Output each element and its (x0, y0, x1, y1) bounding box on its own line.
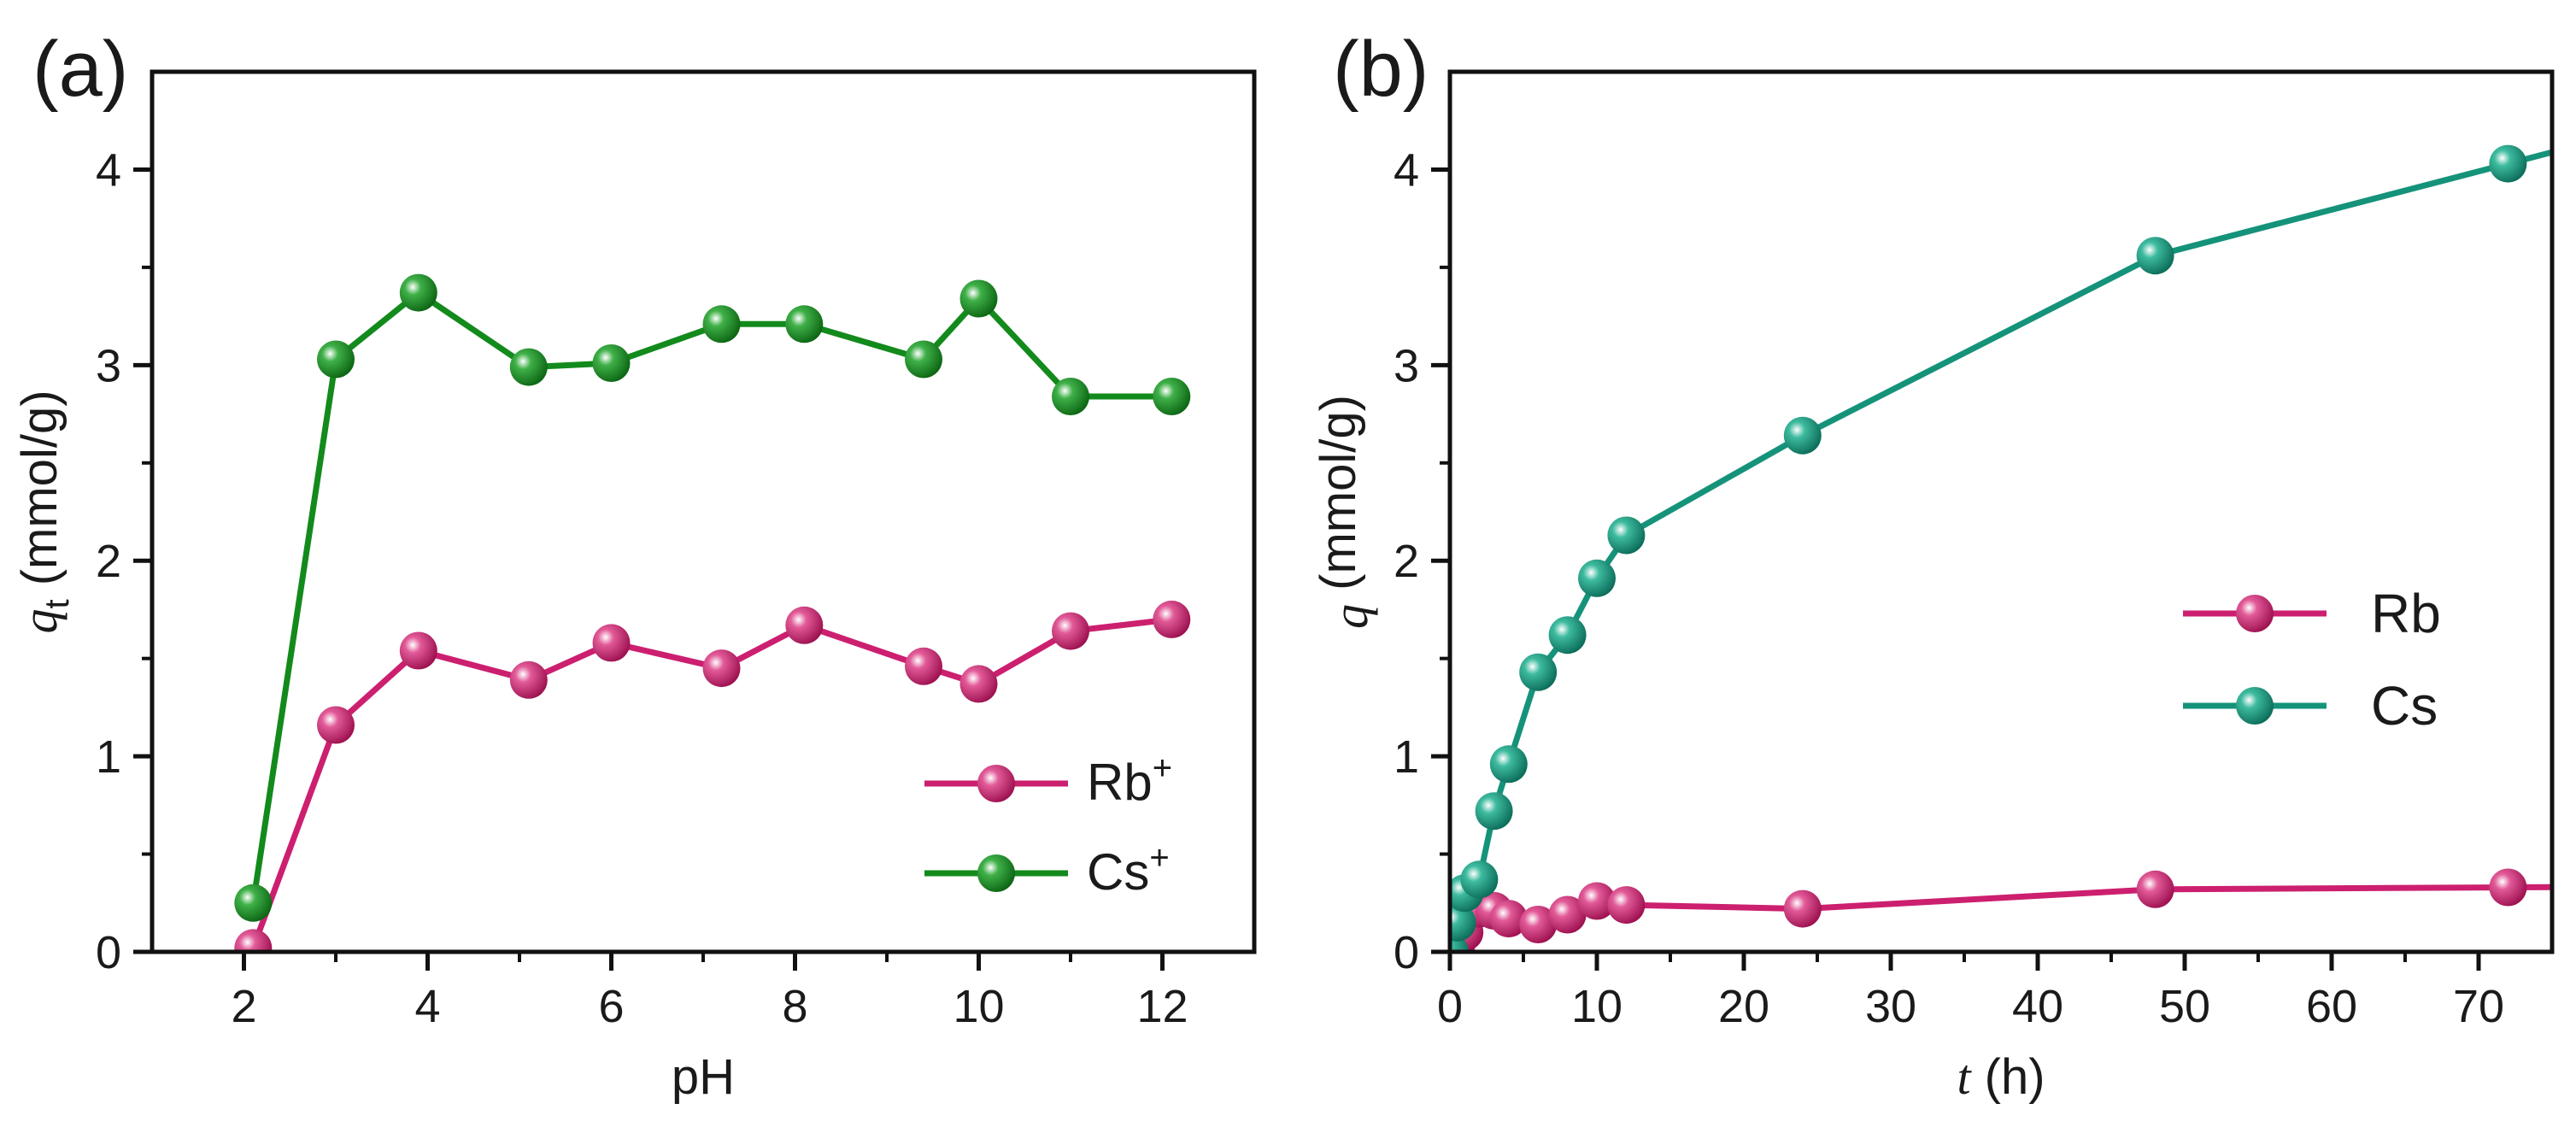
panel-b-point-rb (1578, 882, 1616, 920)
panel-b-point-cs (1607, 516, 1646, 555)
panel-a-point-rb (1052, 612, 1089, 650)
panel-a-point-rb (905, 647, 942, 685)
panel-b-y-axis-label: q (mmol/g) (1311, 395, 1378, 629)
panel-b-plot (1450, 144, 2552, 952)
panel-b-x-tick-label: 50 (2159, 981, 2210, 1032)
panel-a-label: (a) (32, 26, 128, 113)
panel-b-point-cs (1450, 903, 1476, 942)
panel-b-legend-label-cs: Cs (2371, 675, 2438, 737)
panel-a-y-tick-label: 1 (96, 731, 121, 783)
panel-b-y-tick-label: 3 (1394, 340, 1419, 391)
panel-a-point-cs (702, 305, 741, 343)
panel-a-y-tick-label: 0 (96, 927, 121, 978)
panel-a-x-tick-label: 8 (782, 981, 807, 1032)
panel-b-series-line-cs (1450, 149, 2552, 952)
panel-a-point-rb (234, 929, 273, 952)
panel-b-x-axis-label: t (h) (1957, 1049, 2045, 1105)
panel-a-point-rb (509, 660, 548, 699)
panel-a-y-tick-label: 4 (96, 144, 121, 196)
panel-b-point-rb (1489, 900, 1528, 938)
panel-b-legend-marker-rb (2236, 595, 2274, 632)
panel-a-point-cs (317, 340, 355, 379)
panel-b-x-tick-label: 0 (1437, 981, 1463, 1032)
panel-b-x-tick-label: 40 (2012, 981, 2063, 1032)
panel-b-point-cs (1519, 653, 1558, 691)
panel-b-point-cs (2489, 144, 2527, 183)
panel-b-y-tick-label: 4 (1394, 144, 1419, 196)
panel-a-x-tick-label: 10 (953, 981, 1004, 1032)
panel-b-point-rb (1607, 886, 1646, 925)
panel-b-label: (b) (1333, 26, 1429, 113)
panel-a-point-rb (959, 665, 998, 703)
panel-b-point-cs (1783, 416, 1822, 455)
panel-b-point-cs (1548, 616, 1587, 655)
panel-a-point-cs (234, 884, 273, 922)
panel-a-y-tick-label: 3 (96, 340, 121, 391)
panel-b-legend-marker-cs (2236, 687, 2274, 725)
panel-a-point-cs (399, 273, 437, 312)
panel-a-legend: Rb+ Cs+ (924, 749, 1172, 901)
panel-a-point-rb (702, 649, 741, 688)
panel-a-point-cs (509, 348, 548, 386)
panel-b-point-cs (1475, 792, 1513, 831)
panel-a-point-rb (592, 624, 631, 662)
panel-a-x-tick-label: 2 (231, 981, 256, 1032)
panel-a-legend-label-cs: Cs+ (1087, 839, 1170, 901)
panel-b-point-cs (1489, 745, 1528, 784)
panel-b-point-rb (2136, 870, 2174, 908)
panel-b-legend-label-rb: Rb (2371, 583, 2441, 644)
panel-a-point-cs (1153, 378, 1191, 415)
panel-b-point-rb (1783, 889, 1822, 928)
panel-b-chart: (b) 0 10 20 30 40 50 60 70 0 1 2 3 4 t (h) q (mmol/g… (1311, 26, 2555, 1105)
panel-a-legend-item-cs: Cs+ (924, 839, 1170, 901)
panel-b-point-cs (1460, 860, 1499, 899)
panel-a-x-tick-label: 6 (598, 981, 624, 1032)
panel-b-legend-item-cs: Cs (2183, 675, 2438, 737)
panel-a-point-cs (905, 340, 942, 379)
panel-b-legend-item-rb: Rb (2183, 583, 2441, 644)
panel-a-x-tick-label: 12 (1136, 981, 1188, 1032)
panel-a-point-cs (959, 279, 998, 318)
panel-a-y-axis-label: qt (mmol/g) (12, 390, 76, 633)
panel-b-y-tick-label: 0 (1394, 927, 1419, 978)
panel-a-plot (234, 273, 1191, 952)
panel-a-legend-label-rb: Rb+ (1087, 749, 1172, 811)
panel-b-x-tick-label: 70 (2453, 981, 2504, 1032)
panel-a-point-cs (1052, 378, 1089, 415)
panel-b-y-tick-label: 1 (1394, 731, 1419, 783)
panel-a-legend-marker-rb (977, 765, 1015, 802)
panel-a-point-rb (1153, 600, 1191, 638)
panel-b-point-cs (2136, 237, 2174, 275)
panel-b-x-tick-label: 60 (2306, 981, 2357, 1032)
panel-a-legend-item-rb: Rb+ (924, 749, 1172, 811)
panel-a-y-tick-label: 2 (96, 536, 121, 587)
panel-b-point-cs (1578, 559, 1616, 597)
panel-b-x-tick-label: 30 (1865, 981, 1916, 1032)
panel-a-series-line-cs (249, 290, 1172, 904)
panel-b-x-tick-label: 20 (1718, 981, 1769, 1032)
panel-b-x-tick-label: 10 (1571, 981, 1622, 1032)
panel-b-y-tick-label: 2 (1394, 536, 1419, 587)
panel-b-point-rb (1548, 895, 1587, 934)
panel-a-point-cs (785, 305, 824, 343)
panel-a-x-tick-label: 4 (414, 981, 440, 1032)
panel-b-frame (1447, 69, 2555, 954)
panel-a-point-rb (785, 606, 824, 644)
panel-a-legend-marker-cs (977, 854, 1015, 892)
panel-b-point-rb (2489, 868, 2527, 907)
panel-a-point-rb (399, 631, 437, 670)
panel-b-point-rb (1519, 906, 1558, 943)
panel-a-x-axis-label: pH (672, 1049, 735, 1105)
panel-a-point-cs (592, 344, 631, 382)
panel-a-frame (150, 69, 1257, 954)
panel-b-legend: Rb Cs (2183, 583, 2441, 737)
panel-a-point-rb (317, 706, 355, 744)
panel-b-ticks: 0 10 20 30 40 50 60 70 0 1 2 3 4 (1394, 144, 2504, 1032)
